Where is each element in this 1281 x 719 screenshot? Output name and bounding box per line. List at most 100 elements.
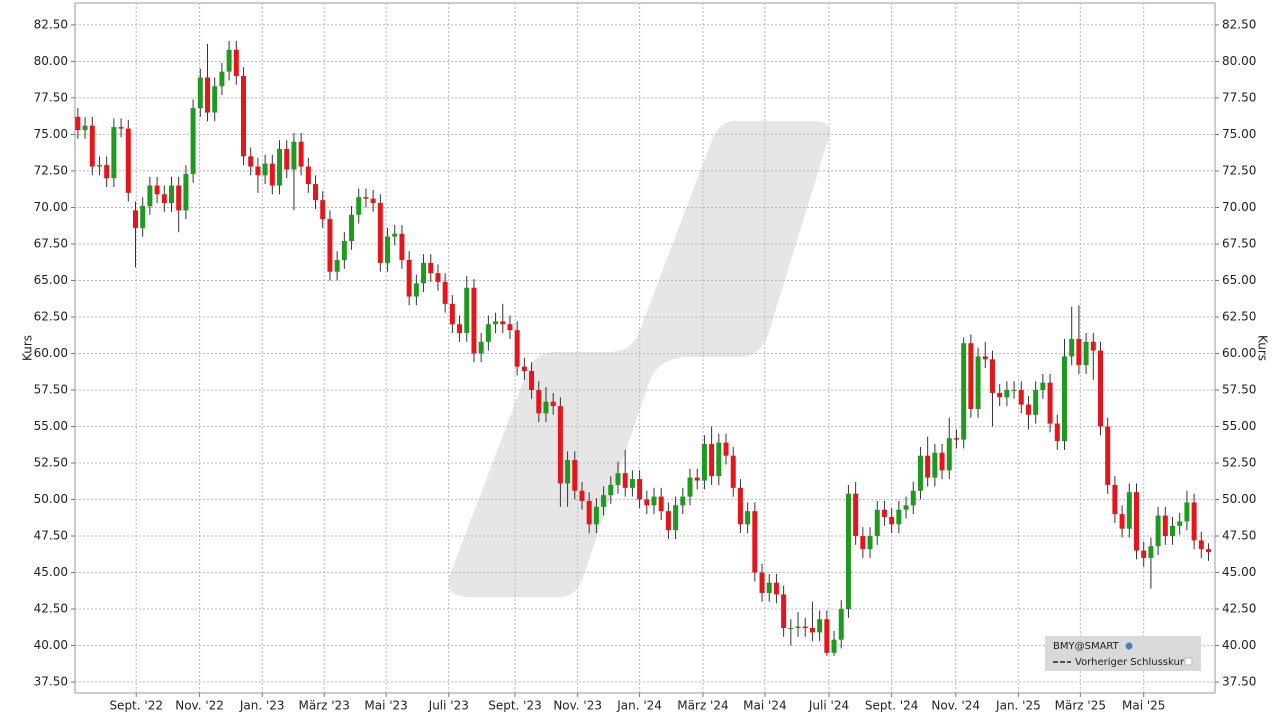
candle-body xyxy=(406,260,412,297)
y2-tick-label: 57.50 xyxy=(1222,382,1256,396)
candle-body xyxy=(1047,382,1053,424)
y-tick-label: 65.00 xyxy=(34,273,68,287)
x-tick-label: Jan. '25 xyxy=(995,699,1041,713)
y-tick-label: 37.50 xyxy=(34,675,68,689)
candle-body xyxy=(989,359,995,393)
x-tick-label: Mai '23 xyxy=(364,699,407,713)
candle-body xyxy=(241,76,247,157)
candle-body xyxy=(1018,389,1024,405)
legend-checkbox[interactable] xyxy=(1184,657,1193,666)
candle-body xyxy=(111,127,117,179)
candle-body xyxy=(449,303,455,325)
candle-body xyxy=(132,210,138,228)
legend-box xyxy=(1045,636,1201,671)
y-tick-label: 60.00 xyxy=(34,346,68,360)
candle-body xyxy=(716,442,722,477)
candle-body xyxy=(730,455,736,488)
x-tick-label: Juli '23 xyxy=(428,699,469,713)
candle-body xyxy=(917,455,923,491)
y-tick-label: 82.50 xyxy=(34,17,68,31)
candle-body xyxy=(284,149,290,170)
candle-body xyxy=(1069,338,1075,357)
y2-tick-label: 62.50 xyxy=(1222,309,1256,323)
candle-body xyxy=(629,479,635,488)
candle-body xyxy=(399,233,405,261)
candle-body xyxy=(982,356,988,360)
candle-body xyxy=(781,594,787,629)
candle-body xyxy=(1097,350,1103,427)
y2-tick-label: 75.00 xyxy=(1222,127,1256,141)
candle-body xyxy=(961,343,967,440)
legend: BMY@SMART Vorheriger Schlusskurs xyxy=(1045,636,1201,671)
y-tick-label: 50.00 xyxy=(34,492,68,506)
candle-body xyxy=(687,477,693,497)
candle-body xyxy=(910,490,916,506)
candle-body xyxy=(637,479,643,500)
y-tick-label: 72.50 xyxy=(34,163,68,177)
candle-body xyxy=(968,343,974,409)
y-tick-label: 67.50 xyxy=(34,236,68,250)
y2-tick-label: 82.50 xyxy=(1222,17,1256,31)
candle-body xyxy=(428,262,434,274)
candle-body xyxy=(140,205,146,228)
plot-area xyxy=(74,2,1216,694)
candle-body xyxy=(939,452,945,471)
x-tick-label: Nov. '23 xyxy=(553,699,602,713)
candle-body xyxy=(104,165,110,179)
candle-body xyxy=(1083,341,1089,366)
candles xyxy=(75,40,1212,656)
y-tick-label: 55.00 xyxy=(34,419,68,433)
candle-body xyxy=(1155,515,1161,547)
candle-body xyxy=(1126,492,1132,529)
y-tick-label: 47.50 xyxy=(34,529,68,543)
candle-body xyxy=(392,233,398,237)
candle-body xyxy=(212,86,218,113)
y-tick-label: 75.00 xyxy=(34,127,68,141)
candle-body xyxy=(493,321,499,325)
candle-body xyxy=(255,166,261,176)
candle-body xyxy=(1134,492,1140,551)
y2-tick-label: 65.00 xyxy=(1222,273,1256,287)
candle-body xyxy=(1112,484,1118,515)
candle-body xyxy=(82,125,88,131)
candle-body xyxy=(413,283,419,297)
candle-body xyxy=(622,473,628,488)
candle-body xyxy=(860,536,866,550)
candle-body xyxy=(673,505,679,531)
y2-tick-label: 80.00 xyxy=(1222,54,1256,68)
candle-body xyxy=(1033,389,1039,415)
candle-body xyxy=(1011,389,1017,391)
candle-body xyxy=(147,185,153,206)
candle-body xyxy=(925,455,931,478)
candle-body xyxy=(579,490,585,501)
candle-body xyxy=(161,194,167,204)
candle-body xyxy=(385,236,391,263)
y2-tick-label: 47.50 xyxy=(1222,529,1256,543)
legend-icon xyxy=(1125,642,1133,650)
candle-body xyxy=(824,619,830,653)
candle-body xyxy=(845,493,851,610)
candle-body xyxy=(262,163,268,176)
candle-body xyxy=(478,341,484,354)
candle-body xyxy=(817,619,823,633)
candle-body xyxy=(1206,549,1212,553)
candle-body xyxy=(572,460,578,491)
candle-body xyxy=(788,628,794,630)
candle-body xyxy=(593,506,599,525)
candle-body xyxy=(557,406,563,484)
y-tick-label: 77.50 xyxy=(34,90,68,104)
candle-body xyxy=(550,401,556,407)
candle-body xyxy=(867,536,873,550)
candle-body xyxy=(320,200,326,220)
candle-body xyxy=(233,49,239,77)
y-tick-label: 70.00 xyxy=(34,200,68,214)
y2-tick-label: 55.00 xyxy=(1222,419,1256,433)
candle-body xyxy=(997,392,1003,398)
candle-body xyxy=(759,572,765,593)
candle-body xyxy=(75,116,81,131)
candle-body xyxy=(975,356,981,409)
candle-body xyxy=(356,197,362,215)
x-tick-label: Mai '24 xyxy=(743,699,786,713)
candle-body xyxy=(1198,540,1204,550)
candle-body xyxy=(125,128,131,193)
